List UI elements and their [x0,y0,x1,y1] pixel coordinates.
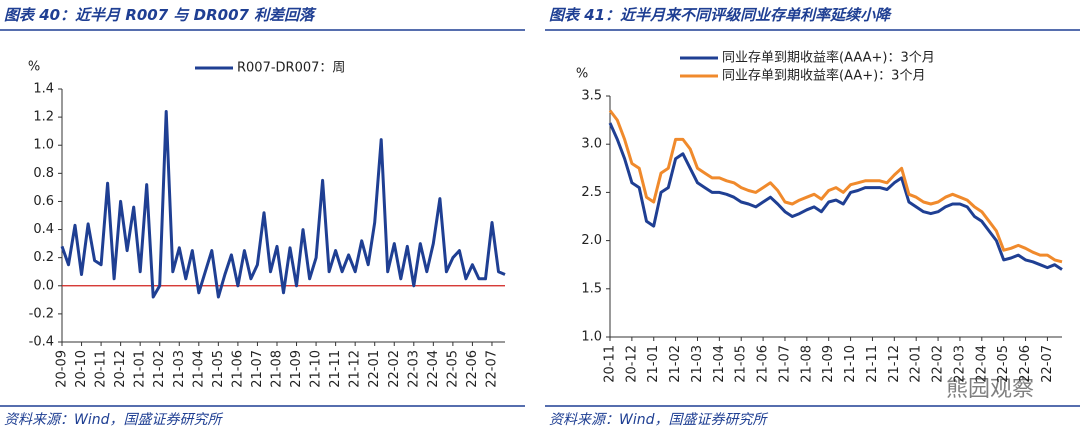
x-tick-label: 21-10 [309,350,324,388]
y-tick-label: -0.4 [29,335,54,350]
x-tick-label: 21-06 [230,350,245,388]
x-tick-label: 21-04 [712,345,727,383]
chart-title: 图表 41：近半月来不同评级同业存单利率延续小降 [549,6,892,24]
x-tick-label: 20-10 [74,350,89,388]
y-tick-label: 0.4 [33,222,54,237]
x-tick-label: 21-09 [821,345,836,383]
y-tick-label: 0.6 [33,194,54,209]
y-tick-label: 1.5 [581,281,602,296]
x-tick-label: 22-05 [996,345,1011,383]
y-tick-label: 1.2 [33,110,54,125]
y-tick-label: 0.0 [33,278,54,293]
x-tick-label: 21-12 [887,345,902,383]
x-tick-label: 21-02 [668,345,683,383]
x-tick-label: 22-07 [1040,345,1055,383]
y-tick-label: -0.2 [29,306,54,321]
x-tick-label: 21-11 [328,350,343,388]
x-tick-label: 20-09 [55,350,70,388]
x-tick-label: 22-02 [387,350,402,388]
series-line [608,109,1063,264]
x-tick-label: 22-04 [426,350,441,388]
x-tick-label: 21-10 [843,345,858,383]
x-tick-label: 22-06 [1018,345,1033,383]
x-tick-label: 21-11 [865,345,880,383]
x-tick-label: 21-09 [289,350,304,388]
x-tick-label: 20-11 [603,345,618,383]
x-tick-label: 21-01 [646,345,661,383]
x-tick-label: 21-05 [734,345,749,383]
x-tick-label: 21-03 [690,345,705,383]
legend-label: 同业存单到期收益率(AA+)：3个月 [722,68,925,84]
x-tick-label: 20-12 [113,350,128,388]
x-tick-label: 22-03 [952,345,967,383]
x-tick-label: 21-07 [250,350,265,388]
x-tick-label: 21-05 [211,350,226,388]
legend-label: R007-DR007：周 [237,61,345,76]
x-tick-label: 20-12 [624,345,639,383]
x-tick-label: 22-07 [484,350,499,388]
y-tick-label: 1.0 [33,138,54,153]
y-tick-label: 1.4 [33,82,54,97]
chart-title: 图表 40：近半月 R007 与 DR007 利差回落 [4,6,317,24]
y-tick-label: 0.8 [33,166,54,181]
y-tick-label: 1.0 [581,330,602,345]
legend-label: 同业存单到期收益率(AAA+)：3个月 [722,50,935,66]
x-tick-label: 21-12 [348,350,363,388]
series-line [608,122,1063,271]
x-tick-label: 22-06 [465,350,480,388]
y-tick-label: 3.5 [581,89,602,104]
y-tick-label: 0.2 [33,250,54,265]
watermark: 熊园观察 [946,377,1034,402]
x-tick-label: 21-01 [133,350,148,388]
y-axis-label: % [28,60,40,75]
x-tick-label: 22-04 [974,345,989,383]
x-tick-label: 21-03 [172,350,187,388]
x-tick-label: 22-01 [909,345,924,383]
series-line [60,110,506,299]
source: 资料来源：Wind，国盛证券研究所 [549,412,768,428]
y-axis-label: % [576,67,588,82]
y-tick-label: 3.0 [581,137,602,152]
x-tick-label: 21-02 [152,350,167,388]
x-tick-label: 22-05 [445,350,460,388]
source: 资料来源：Wind，国盛证券研究所 [4,412,223,428]
x-tick-label: 21-07 [777,345,792,383]
x-tick-label: 22-03 [406,350,421,388]
x-tick-label: 20-11 [94,350,109,388]
x-tick-label: 22-01 [367,350,382,388]
x-tick-label: 22-02 [931,345,946,383]
x-tick-label: 21-06 [756,345,771,383]
x-tick-label: 21-08 [799,345,814,383]
x-tick-label: 21-04 [191,350,206,388]
y-tick-label: 2.0 [581,233,602,248]
y-tick-label: 2.5 [581,185,602,200]
x-tick-label: 21-08 [269,350,284,388]
